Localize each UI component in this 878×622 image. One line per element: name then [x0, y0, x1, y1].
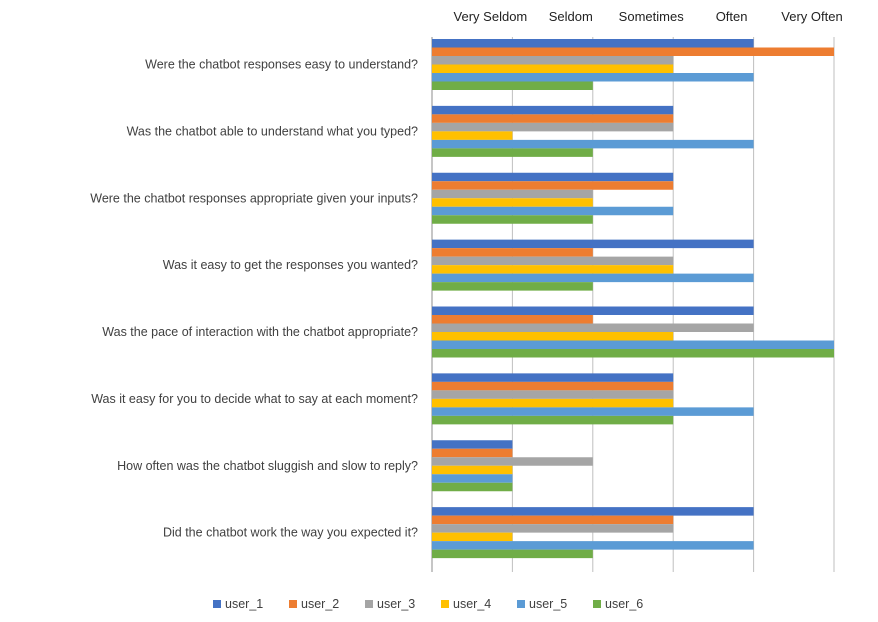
- bar-user_2-q2: [432, 114, 674, 123]
- bar-user_4-q5: [432, 332, 674, 341]
- x-tick-label: Very Seldom: [454, 9, 528, 24]
- legend-swatch-user_5: [517, 600, 525, 608]
- bar-user_1-q5: [432, 306, 754, 315]
- bar-user_3-q4: [432, 256, 674, 266]
- x-tick-label: Very Often: [781, 9, 842, 24]
- bar-user_6-q3: [432, 215, 593, 224]
- legend-label-user_3: user_3: [377, 597, 415, 611]
- bar-user_3-q6: [432, 390, 674, 399]
- bar-user_4-q4: [432, 265, 674, 274]
- bar-user_2-q8: [432, 515, 674, 525]
- bar-user_6-q5: [432, 349, 834, 358]
- bar-user_5-q1: [432, 73, 754, 82]
- legend-label-user_6: user_6: [605, 597, 643, 611]
- category-labels: Were the chatbot responses easy to under…: [90, 58, 418, 540]
- category-label: Was the chatbot able to understand what …: [127, 124, 418, 138]
- bar-user_2-q3: [432, 181, 674, 190]
- bar-user_1-q4: [432, 239, 754, 249]
- bar-user_6-q7: [432, 482, 513, 492]
- legend-swatch-user_6: [593, 600, 601, 608]
- bar-user_4-q7: [432, 465, 513, 475]
- bar-user_1-q6: [432, 373, 674, 382]
- x-tick-label: Seldom: [549, 9, 593, 24]
- bar-user_6-q2: [432, 148, 593, 157]
- bar-user_4-q6: [432, 398, 674, 408]
- bar-user_3-q2: [432, 122, 674, 132]
- bar-user_3-q8: [432, 524, 674, 533]
- bar-user_4-q2: [432, 131, 513, 140]
- bar-user_5-q7: [432, 474, 513, 483]
- bar-user_1-q2: [432, 105, 674, 115]
- bar-user_5-q5: [432, 340, 834, 349]
- bar-user_6-q4: [432, 282, 593, 291]
- bar-user_1-q7: [432, 440, 513, 449]
- legend-swatch-user_4: [441, 600, 449, 608]
- category-label: Was it easy for you to decide what to sa…: [91, 392, 418, 406]
- bar-user_2-q7: [432, 448, 513, 458]
- bar-user_5-q3: [432, 206, 674, 216]
- bar-user_6-q1: [432, 81, 593, 90]
- bar-user_4-q1: [432, 64, 674, 73]
- bar-user_3-q3: [432, 189, 593, 199]
- legend-swatch-user_2: [289, 600, 297, 608]
- bar-user_4-q8: [432, 532, 513, 542]
- legend-label-user_2: user_2: [301, 597, 339, 611]
- legend-label-user_5: user_5: [529, 597, 567, 611]
- bar-user_5-q6: [432, 407, 754, 416]
- legend-swatch-user_1: [213, 600, 221, 608]
- x-tick-label: Sometimes: [619, 9, 685, 24]
- legend-swatch-user_3: [365, 600, 373, 608]
- bar-user_3-q1: [432, 56, 674, 65]
- legend: user_1 user_2 user_3 user_4 user_5 user_6: [213, 597, 643, 611]
- x-tick-label: Often: [716, 9, 748, 24]
- bars: [432, 39, 834, 559]
- category-label: Were the chatbot responses appropriate g…: [90, 191, 418, 205]
- legend-label-user_4: user_4: [453, 597, 491, 611]
- category-label: Were the chatbot responses easy to under…: [145, 58, 418, 72]
- category-label: Was it easy to get the responses you wan…: [163, 258, 418, 272]
- bar-user_5-q8: [432, 541, 754, 550]
- bar-user_6-q8: [432, 549, 593, 559]
- bar-user_1-q3: [432, 172, 674, 182]
- bar-user_3-q7: [432, 457, 593, 466]
- bar-user_1-q8: [432, 507, 754, 516]
- bar-user_2-q5: [432, 315, 593, 324]
- bar-user_2-q6: [432, 381, 674, 391]
- bar-user_2-q4: [432, 248, 593, 257]
- legend-label-user_1: user_1: [225, 597, 263, 611]
- category-label: Did the chatbot work the way you expecte…: [163, 526, 418, 540]
- category-label: How often was the chatbot sluggish and s…: [117, 459, 418, 473]
- bar-user_5-q4: [432, 273, 754, 283]
- bar-user_2-q1: [432, 47, 834, 56]
- bar-user_1-q1: [432, 39, 754, 48]
- category-label: Was the pace of interaction with the cha…: [102, 325, 418, 339]
- bar-user_6-q6: [432, 415, 674, 425]
- x-axis-tick-labels: Very Seldom Seldom Sometimes Often Very Ofte…: [454, 9, 843, 24]
- bar-user_4-q3: [432, 198, 593, 207]
- bar-user_5-q2: [432, 139, 754, 149]
- bar-user_3-q5: [432, 323, 754, 332]
